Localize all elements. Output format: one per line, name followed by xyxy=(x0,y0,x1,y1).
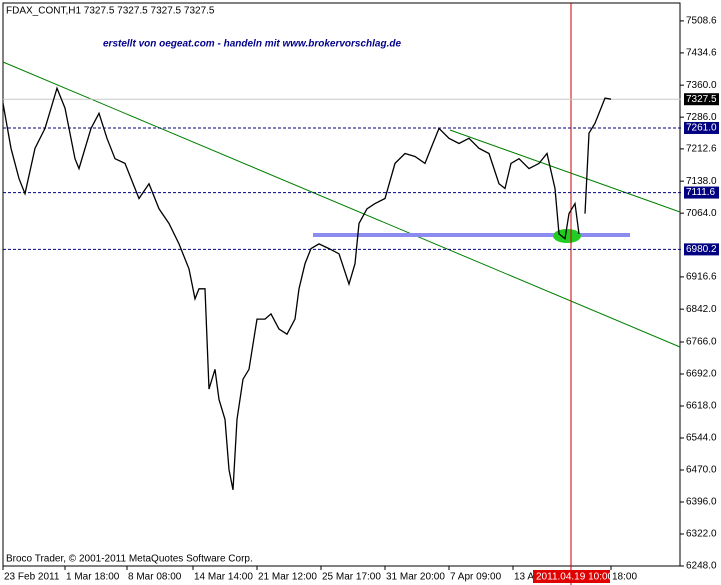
price-level-box xyxy=(684,186,719,199)
price-level-label: 7261.0 xyxy=(686,123,717,134)
y-tick-label: 7360.0 xyxy=(686,80,717,91)
x-tick-label: 7 Apr 09:00 xyxy=(450,572,502,583)
x-tick-label: 21 Mar 12:00 xyxy=(258,572,317,583)
x-tick-label: 23 Feb 2011 xyxy=(4,572,60,583)
trend-line xyxy=(449,129,681,213)
trend-line xyxy=(2,61,681,348)
y-tick-label: 7508.6 xyxy=(686,16,717,27)
price-level-label: 6980.2 xyxy=(686,244,717,255)
y-tick-label: 6544.0 xyxy=(686,433,717,444)
price-level-box xyxy=(684,121,719,134)
price-line xyxy=(2,86,612,491)
y-tick-label: 6248.0 xyxy=(686,561,717,572)
price-level-box xyxy=(684,93,719,106)
price-level-box xyxy=(684,243,719,256)
y-tick-label: 7138.0 xyxy=(686,176,717,187)
y-tick-label: 6322.0 xyxy=(686,529,717,540)
x-tick-label: 18:00 xyxy=(612,572,637,583)
cursor-label: 2011.04.19 10:00 xyxy=(536,572,614,583)
x-tick-label: 14 Mar 14:00 xyxy=(194,572,253,583)
y-tick-label: 7212.6 xyxy=(686,144,717,155)
y-tick-label: 6396.0 xyxy=(686,497,717,508)
x-tick-label: 25 Mar 17:00 xyxy=(322,572,381,583)
y-tick-label: 7434.6 xyxy=(686,48,717,59)
y-tick-label: 6766.0 xyxy=(686,337,717,348)
plot-frame xyxy=(2,2,681,567)
y-tick-label: 7286.0 xyxy=(686,112,717,123)
x-tick-label: 31 Mar 20:00 xyxy=(386,572,445,583)
chart-title: FDAX_CONT,H1 7327.5 7327.5 7327.5 7327.5 xyxy=(6,6,215,17)
y-tick-label: 7064.0 xyxy=(686,208,717,219)
marker-ellipse xyxy=(553,229,581,243)
y-tick-label: 6842.0 xyxy=(686,304,717,315)
y-tick-label: 6692.0 xyxy=(686,369,717,380)
copyright: Broco Trader, © 2001-2011 MetaQuotes Sof… xyxy=(6,554,253,565)
y-tick-label: 6618.0 xyxy=(686,401,717,412)
y-tick-label: 6916.6 xyxy=(686,272,717,283)
price-level-label: 7327.5 xyxy=(686,94,717,105)
x-tick-label: 8 Mar 08:00 xyxy=(128,572,182,583)
x-tick-label: 1 Mar 18:00 xyxy=(66,572,120,583)
y-tick-label: 6470.0 xyxy=(686,465,717,476)
watermark: erstellt von oegeat.com - handeln mit ww… xyxy=(103,39,401,50)
x-tick-label: 13 A xyxy=(514,572,534,583)
price-level-label: 7111.6 xyxy=(686,187,716,198)
cursor-label-bg xyxy=(533,570,610,583)
